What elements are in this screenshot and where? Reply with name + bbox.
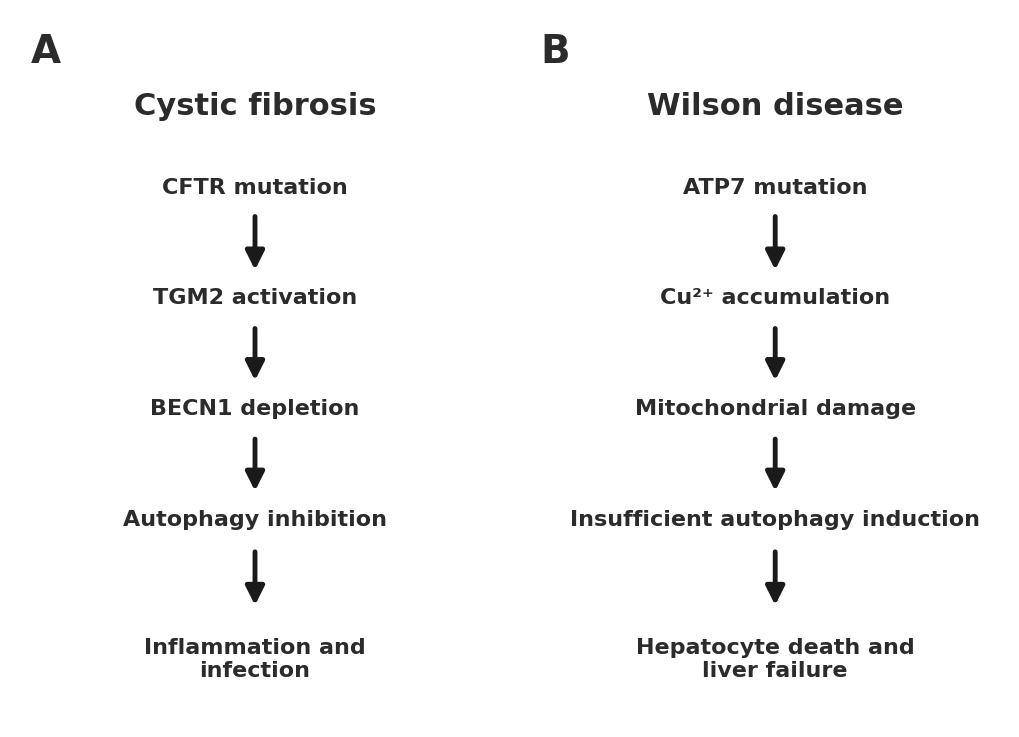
Text: CFTR mutation: CFTR mutation — [162, 178, 347, 198]
Text: Mitochondrial damage: Mitochondrial damage — [634, 399, 915, 419]
Text: B: B — [540, 33, 570, 71]
Text: A: A — [31, 33, 61, 71]
Text: Hepatocyte death and
liver failure: Hepatocyte death and liver failure — [635, 638, 914, 681]
Text: Cystic fibrosis: Cystic fibrosis — [133, 92, 376, 121]
Text: ATP7 mutation: ATP7 mutation — [683, 178, 866, 198]
Text: TGM2 activation: TGM2 activation — [153, 288, 357, 309]
Text: Wilson disease: Wilson disease — [646, 92, 903, 121]
Text: Insufficient autophagy induction: Insufficient autophagy induction — [570, 509, 979, 530]
Text: Cu²⁺ accumulation: Cu²⁺ accumulation — [659, 288, 890, 309]
Text: Inflammation and
infection: Inflammation and infection — [144, 638, 366, 681]
Text: BECN1 depletion: BECN1 depletion — [150, 399, 360, 419]
Text: Autophagy inhibition: Autophagy inhibition — [123, 509, 386, 530]
